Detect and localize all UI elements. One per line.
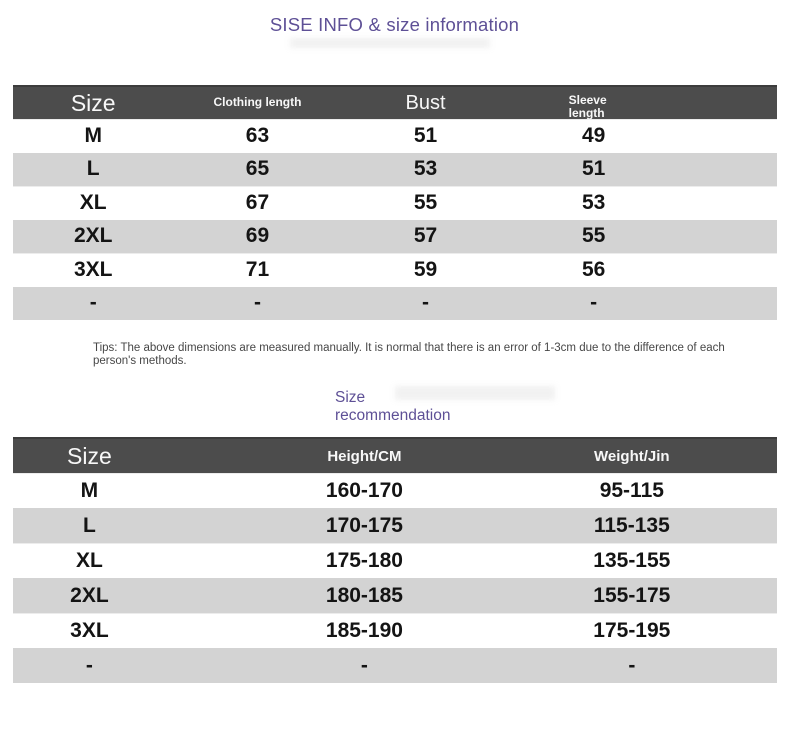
table-cell-size: M: [80, 479, 99, 502]
table-cell: 53: [581, 191, 606, 215]
table-row: L 65 53 51: [13, 152, 777, 186]
table-cell-size: -: [85, 653, 93, 677]
table-row: 2XL 180-185 155-175: [13, 578, 777, 613]
table-row: 3XL 71 59 56: [13, 253, 777, 287]
table-header-row: Size Clothing length Bust Sleeve length: [13, 85, 777, 120]
size-measurement-table: Size Clothing length Bust Sleeve length …: [13, 85, 777, 320]
table-cell: 180-185: [325, 583, 403, 607]
table-cell: -: [628, 653, 636, 677]
header-cell-clothing-length: Clothing length: [213, 96, 302, 110]
table-cell: 67: [245, 191, 270, 215]
table-cell-size: 2XL: [73, 224, 113, 248]
table-cell: -: [590, 291, 598, 315]
header-cell-bust: Bust: [405, 91, 446, 114]
table-cell: 55: [413, 191, 438, 215]
table-cell-size: 3XL: [70, 619, 109, 642]
table-row: M 63 51 49: [13, 119, 777, 153]
table-cell-size: L: [86, 157, 100, 181]
table-cell: 59: [413, 258, 438, 282]
header-cell-sleeve-length: Sleeve length: [510, 84, 678, 123]
table-cell: -: [360, 653, 368, 677]
table-cell: 49: [581, 124, 606, 148]
table-cell: 65: [245, 157, 270, 181]
table-cell: -: [422, 291, 430, 315]
table-cell-size: M: [84, 124, 102, 148]
table-header-row: Size Height/CM Weight/Jin: [13, 437, 777, 473]
table-row: L 170-175 115-135: [13, 508, 777, 543]
header-cell-weight: Weight/Jin: [594, 447, 670, 465]
table-cell: 69: [245, 224, 270, 248]
table-row: XL 175-180 135-155: [13, 543, 777, 578]
table-cell: 63: [245, 124, 270, 148]
header-cell-size: Size: [67, 442, 112, 469]
table-cell: 95-115: [599, 479, 664, 502]
table-cell: 56: [581, 258, 606, 282]
table-cell: 175-195: [593, 619, 671, 642]
table-row: 2XL 69 57 55: [13, 219, 777, 253]
table-cell: 71: [245, 258, 270, 282]
recommendation-heading: Size recommendation: [335, 389, 451, 424]
table-row: - - - -: [13, 286, 777, 320]
blur-artifact: [290, 38, 490, 48]
page-title: SISE INFO & size information: [269, 14, 520, 35]
header-cell-size: Size: [70, 89, 116, 116]
table-cell: 115-135: [593, 513, 670, 537]
table-cell: 170-175: [325, 513, 403, 537]
table-cell-size: -: [89, 291, 97, 315]
table-row: 3XL 185-190 175-195: [13, 613, 777, 648]
table-cell: 57: [413, 224, 438, 248]
header-cell-sleeve-length-label: Sleeve length: [568, 92, 607, 121]
table-cell-size: 3XL: [73, 258, 113, 282]
table-cell: 53: [413, 157, 438, 181]
table-cell: 135-155: [593, 549, 671, 572]
table-cell-size: XL: [79, 191, 107, 215]
table-cell: 185-190: [325, 619, 403, 642]
table-row: - - -: [13, 648, 777, 683]
table-cell: -: [253, 291, 261, 315]
table-row: XL 67 55 53: [13, 186, 777, 220]
table-cell-size: 2XL: [70, 583, 109, 607]
header-cell-height: Height/CM: [327, 447, 402, 465]
table-cell: 160-170: [325, 479, 403, 502]
table-cell: 51: [581, 157, 606, 181]
table-cell: 175-180: [325, 549, 403, 572]
table-cell: 155-175: [593, 583, 671, 607]
table-cell: 55: [581, 224, 606, 248]
table-cell-size: L: [82, 513, 96, 537]
size-recommendation-table: Size Height/CM Weight/Jin M 160-170 95-1…: [13, 437, 777, 683]
table-cell-size: XL: [75, 549, 103, 572]
tips-text: Tips: The above dimensions are measured …: [93, 342, 725, 367]
table-cell: 51: [413, 124, 438, 148]
table-row: M 160-170 95-115: [13, 473, 777, 508]
